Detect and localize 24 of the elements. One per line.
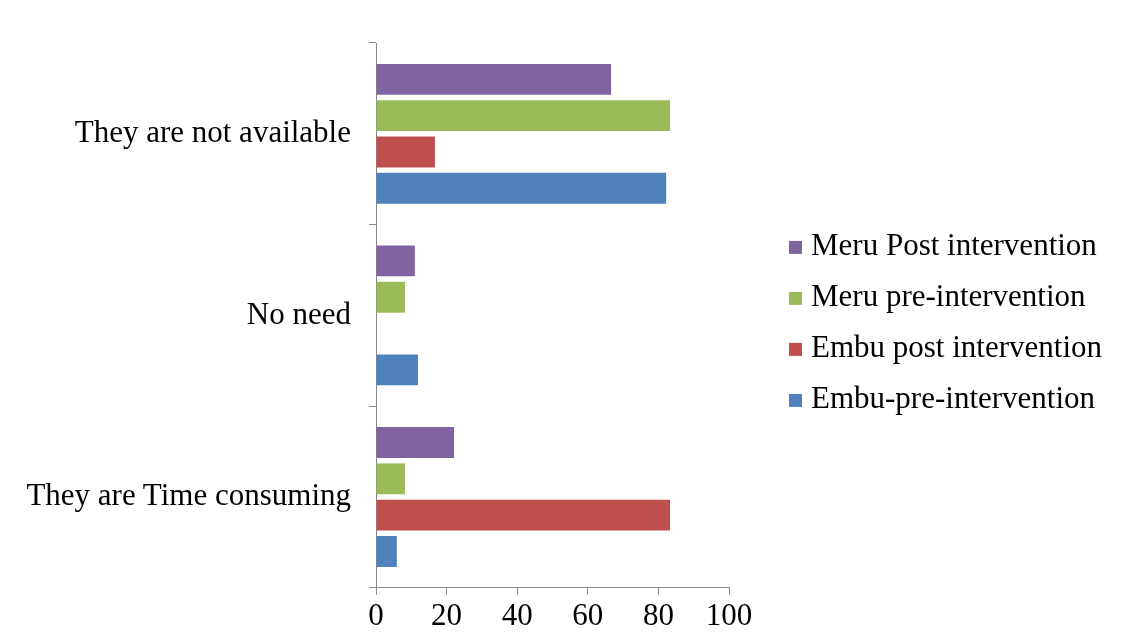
bar <box>376 63 612 95</box>
bar <box>376 499 671 531</box>
legend-label: Embu-pre-intervention <box>811 380 1096 416</box>
y-tick-label: They are not available <box>74 113 351 149</box>
bar <box>376 100 671 132</box>
x-tick-label: 0 <box>368 596 384 632</box>
bar <box>376 281 405 313</box>
y-tick-label: No need <box>246 295 352 331</box>
x-tick-label: 40 <box>501 596 533 632</box>
y-tick-label: They are Time consuming <box>26 477 351 513</box>
legend-label: Embu post intervention <box>811 329 1103 365</box>
x-tick-label: 60 <box>572 596 604 632</box>
bar <box>376 172 667 204</box>
bar <box>376 536 397 567</box>
x-tick-label: 80 <box>642 596 674 632</box>
bar <box>376 427 455 458</box>
bar <box>376 354 419 386</box>
bar <box>376 245 415 277</box>
bar <box>376 136 435 168</box>
x-tick-label: 20 <box>431 596 463 632</box>
legend-label: Meru pre-intervention <box>811 278 1087 314</box>
x-tick-label: 100 <box>705 596 753 632</box>
bar <box>376 463 405 495</box>
legend-label: Meru Post intervention <box>811 227 1098 263</box>
